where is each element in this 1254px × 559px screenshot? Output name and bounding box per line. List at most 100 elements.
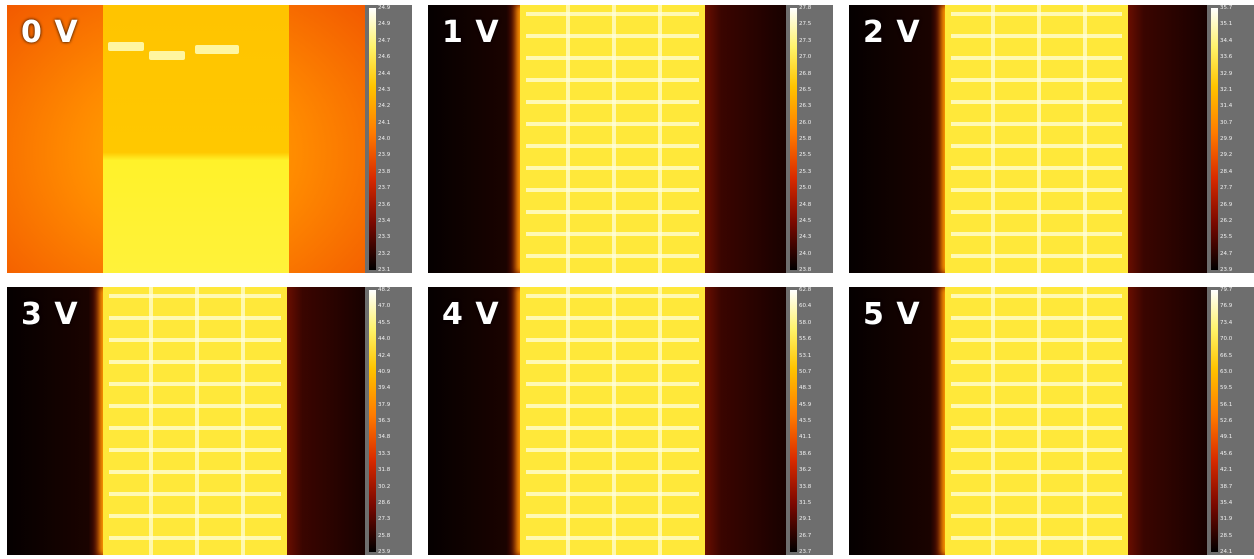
- colorbar-tick-label: 25.3: [799, 169, 811, 175]
- colorbar-tick-label: 47.0: [378, 303, 390, 309]
- colorbar-tick-label: 52.6: [1220, 418, 1232, 424]
- colorbar-tick-label: 26.0: [799, 120, 811, 126]
- colorbar-tick-label: 27.7: [1220, 185, 1232, 191]
- background: [287, 287, 365, 555]
- colorbar-tick-label: 27.3: [799, 38, 811, 44]
- voltage-label: 3 V: [21, 297, 79, 332]
- colorbar-tick-label: 28.6: [378, 500, 390, 506]
- colorbar-tick-label: 24.9: [378, 21, 390, 27]
- colorbar-tick-label: 25.8: [799, 136, 811, 142]
- colorbar-tick-label: 23.9: [378, 152, 390, 158]
- thermal-image: 2 V: [849, 5, 1207, 273]
- colorbar-tick-label: 25.5: [1220, 234, 1232, 240]
- thermal-image: 5 V: [849, 287, 1207, 555]
- colorbar-tick-label: 27.0: [799, 54, 811, 60]
- colorbar-tick-label: 23.9: [1220, 267, 1232, 273]
- colorbar-tick-label: 49.1: [1220, 434, 1232, 440]
- color-scale: [369, 8, 376, 270]
- colorbar-tick-label: 23.8: [799, 267, 811, 273]
- background: [1128, 5, 1207, 273]
- voltage-label: 4 V: [442, 297, 500, 332]
- thermal-image: 1 V: [428, 5, 786, 273]
- colorbar-tick-label: 39.4: [378, 385, 390, 391]
- colorbar-tick-label: 27.5: [799, 21, 811, 27]
- hot-spot: [195, 45, 239, 54]
- colorbar-tick-label: 79.7: [1220, 287, 1232, 293]
- thermal-panel: 5 V 79.776.973.470.066.563.059.556.152.6…: [849, 287, 1254, 555]
- colorbar-tick-label: 25.8: [378, 533, 390, 539]
- colorbar-tick-label: 27.8: [799, 5, 811, 11]
- colorbar-tick-label: 23.7: [378, 185, 390, 191]
- colorbar-tick-label: 26.8: [799, 71, 811, 77]
- colorbar-tick-label: 40.9: [378, 369, 390, 375]
- colorbar-tick-label: 24.1: [1220, 549, 1232, 555]
- colorbar-tick-label: 55.6: [799, 336, 811, 342]
- colorbar-tick-label: 35.7: [1220, 5, 1232, 11]
- color-scale: [369, 290, 376, 552]
- colorbar-tick-label: 76.9: [1220, 303, 1232, 309]
- colorbar-tick-label: 26.7: [799, 533, 811, 539]
- colorbar-tick-label: 26.3: [799, 103, 811, 109]
- color-scale: [790, 290, 797, 552]
- colorbar-tick-label: 38.7: [1220, 484, 1232, 490]
- colorbar-tick-label: 26.5: [799, 87, 811, 93]
- heater: [520, 5, 705, 273]
- colorbar-tick-label: 24.7: [1220, 251, 1232, 257]
- colorbar-tick-label: 34.8: [378, 434, 390, 440]
- colorbar-tick-label: 37.9: [378, 402, 390, 408]
- color-scale: [1211, 8, 1218, 270]
- colorbar-tick-label: 70.0: [1220, 336, 1232, 342]
- colorbar-tick-label: 23.2: [378, 251, 390, 257]
- colorbar-tick-label: 31.8: [378, 467, 390, 473]
- colorbar-tick-label: 35.1: [1220, 21, 1232, 27]
- colorbar-tick-label: 31.9: [1220, 516, 1232, 522]
- colorbar-tick-label: 29.9: [1220, 136, 1232, 142]
- colorbar-tick-label: 24.4: [378, 71, 390, 77]
- colorbar-tick-label: 50.7: [799, 369, 811, 375]
- colorbar-tick-label: 23.6: [378, 202, 390, 208]
- colorbar-tick-label: 59.5: [1220, 385, 1232, 391]
- colorbar-tick-label: 63.0: [1220, 369, 1232, 375]
- colorbar-tick-label: 33.6: [1220, 54, 1232, 60]
- colorbar-tick-label: 24.6: [378, 54, 390, 60]
- colorbar-tick-label: 26.9: [1220, 202, 1232, 208]
- colorbar-tick-label: 23.8: [378, 169, 390, 175]
- heater: [945, 5, 1128, 273]
- colorbar-tick-label: 32.9: [1220, 71, 1232, 77]
- thermal-panel: 1 V 27.8 27.5 27.3 27.0 26.8 26.5 26.3 26.0 25.8…: [428, 5, 833, 273]
- colorbar-tick-label: 23.3: [378, 234, 390, 240]
- colorbar-tick-label: 23.4: [378, 218, 390, 224]
- thermal-image: 0 V: [7, 5, 365, 273]
- voltage-label: 2 V: [863, 15, 921, 50]
- heater: [520, 287, 705, 555]
- colorbar-tick-label: 23.1: [378, 267, 390, 273]
- colorbar-tick-label: 24.0: [378, 136, 390, 142]
- voltage-label: 0 V: [21, 15, 79, 50]
- colorbar-tick-label: 24.3: [799, 234, 811, 240]
- colorbar-tick-label: 28.4: [1220, 169, 1232, 175]
- colorbar-tick-label: 34.4: [1220, 38, 1232, 44]
- colorbar-tick-label: 24.2: [378, 103, 390, 109]
- colorbar-tick-label: 62.8: [799, 287, 811, 293]
- voltage-label: 1 V: [442, 15, 500, 50]
- colorbar-tick-label: 28.5: [1220, 533, 1232, 539]
- heater: [945, 287, 1128, 555]
- colorbar-tick-label: 58.0: [799, 320, 811, 326]
- colorbar-tick-label: 41.1: [799, 434, 811, 440]
- colorbar-tick-label: 24.3: [378, 87, 390, 93]
- colorbar-tick-label: 44.0: [378, 336, 390, 342]
- colorbar-tick-label: 30.7: [1220, 120, 1232, 126]
- colorbar-tick-label: 24.7: [378, 38, 390, 44]
- color-scale: [1211, 290, 1218, 552]
- background: [705, 287, 786, 555]
- color-scale: [790, 8, 797, 270]
- colorbar-tick-label: 29.1: [799, 516, 811, 522]
- colorbar-tick-label: 36.3: [378, 418, 390, 424]
- colorbar-tick-label: 31.4: [1220, 103, 1232, 109]
